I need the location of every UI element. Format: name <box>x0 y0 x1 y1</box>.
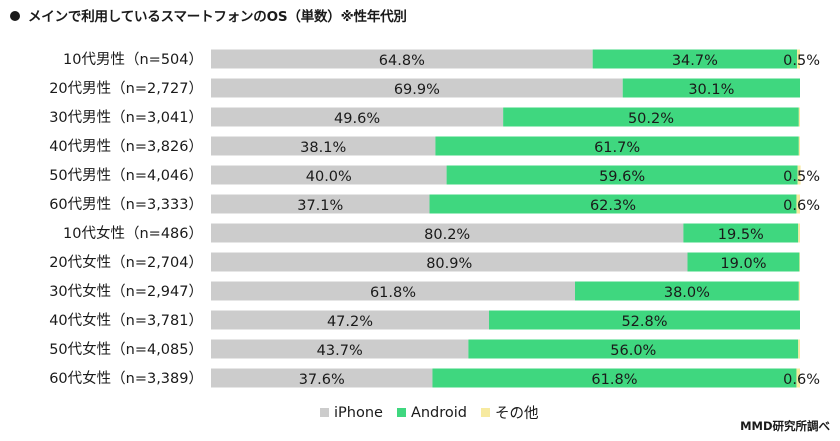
bar-segment-Android <box>489 310 800 330</box>
data-label: 34.7% <box>672 53 718 69</box>
bar-segment-iPhone <box>211 136 436 156</box>
bar-segment-iPhone <box>211 252 688 272</box>
legend-label: その他 <box>495 406 539 422</box>
data-label: 47.2% <box>327 314 373 330</box>
bar-segment-Android <box>683 223 799 243</box>
category-label: 50代女性（n=4,085） <box>49 340 203 358</box>
category-label: 50代男性（n=4,046） <box>49 167 203 184</box>
bar-segment-Android <box>592 49 798 69</box>
bar-segment-その他 <box>798 223 800 243</box>
data-label: 61.8% <box>591 372 637 388</box>
legend-swatch <box>320 408 329 417</box>
bar-segment-その他 <box>799 252 800 272</box>
bar-segment-その他 <box>798 107 800 127</box>
bar-segment-iPhone <box>211 194 430 214</box>
category-label: 60代女性（n=3,389） <box>49 369 203 387</box>
data-label: 50.2% <box>628 111 674 127</box>
bar-segment-iPhone <box>211 165 447 185</box>
data-label: 52.8% <box>621 314 667 330</box>
data-label: 0.6% <box>783 372 820 388</box>
bullet-icon <box>10 11 20 21</box>
bar-segment-iPhone <box>211 281 576 301</box>
data-label: 59.6% <box>599 169 645 185</box>
legend-swatch <box>481 408 491 417</box>
data-label: 69.9% <box>394 82 440 98</box>
data-label: 43.7% <box>317 343 363 359</box>
data-label: 38.0% <box>664 285 710 301</box>
bar-segment-Android <box>622 78 800 98</box>
bar-segment-iPhone <box>211 368 433 388</box>
bar-segment-その他 <box>796 368 800 388</box>
bar-segment-iPhone <box>211 107 504 127</box>
bar-segment-Android <box>432 368 797 388</box>
legend-label: Android <box>410 404 468 421</box>
data-label: 37.1% <box>297 198 343 214</box>
data-label: 61.8% <box>370 285 416 301</box>
category-label: 60代男性（n=3,333） <box>49 196 203 213</box>
data-label: 30.1% <box>688 82 734 98</box>
legend: iPhone Android その他 <box>320 402 553 423</box>
chart-title: メインで利用しているスマートフォンのOS（単数）※性年代別 <box>10 5 407 25</box>
bar-segment-Android <box>503 107 799 127</box>
data-label: 80.2% <box>424 227 470 243</box>
data-label: 61.7% <box>594 140 640 156</box>
category-label: 10代女性（n=486） <box>63 224 203 242</box>
bar-segment-iPhone <box>211 339 469 359</box>
data-label: 0.5% <box>783 53 820 69</box>
bar-segment-Android <box>687 252 800 272</box>
bar-segment-その他 <box>798 281 800 301</box>
data-label: 19.0% <box>720 256 766 272</box>
bar-segment-Android <box>575 281 799 301</box>
data-label: 38.1% <box>300 140 346 156</box>
bar-segment-iPhone <box>211 310 490 330</box>
data-label: 0.6% <box>783 198 820 214</box>
category-label: 20代女性（n=2,704） <box>49 253 203 271</box>
data-label: 40.0% <box>306 169 352 185</box>
bar-segment-iPhone <box>211 78 623 98</box>
bar-segment-Android <box>429 194 797 214</box>
category-label: 30代男性（n=3,041） <box>49 109 203 126</box>
chart-title-text: メインで利用しているスマートフォンのOS（単数）※性年代別 <box>28 9 407 25</box>
data-label: 37.6% <box>299 372 345 388</box>
bar-segment-その他 <box>798 136 800 156</box>
bar-segment-iPhone <box>211 49 593 69</box>
category-label: 40代女性（n=3,781） <box>49 311 203 329</box>
legend-item: Android <box>396 404 468 421</box>
bar-segment-Android <box>435 136 799 156</box>
data-label: 49.6% <box>334 111 380 127</box>
data-label: 62.3% <box>590 198 636 214</box>
bar-segment-その他 <box>798 339 800 359</box>
category-label: 30代女性（n=2,947） <box>49 282 203 300</box>
legend-item: iPhone <box>320 405 383 421</box>
bar-segment-その他 <box>797 165 801 185</box>
data-label: 64.8% <box>379 53 425 69</box>
bar-segment-iPhone <box>211 223 684 243</box>
category-label: 40代男性（n=3,826） <box>49 138 203 155</box>
bar-segment-Android <box>468 339 799 359</box>
bar-segment-その他 <box>797 49 800 69</box>
legend-label: iPhone <box>334 404 383 421</box>
data-label: 56.0% <box>610 343 656 359</box>
source-note: MMD研究所調べ <box>740 419 830 433</box>
legend-swatch <box>396 408 406 417</box>
bar-segment-その他 <box>796 194 800 214</box>
bar-segment-Android <box>446 165 798 185</box>
data-label: 80.9% <box>426 256 472 272</box>
data-label: 19.5% <box>718 227 764 243</box>
category-label: 10代男性（n=504） <box>63 51 203 68</box>
legend-item: その他 <box>481 402 539 423</box>
data-label: 0.5% <box>783 169 820 185</box>
category-label: 20代男性（n=2,727） <box>49 80 203 97</box>
